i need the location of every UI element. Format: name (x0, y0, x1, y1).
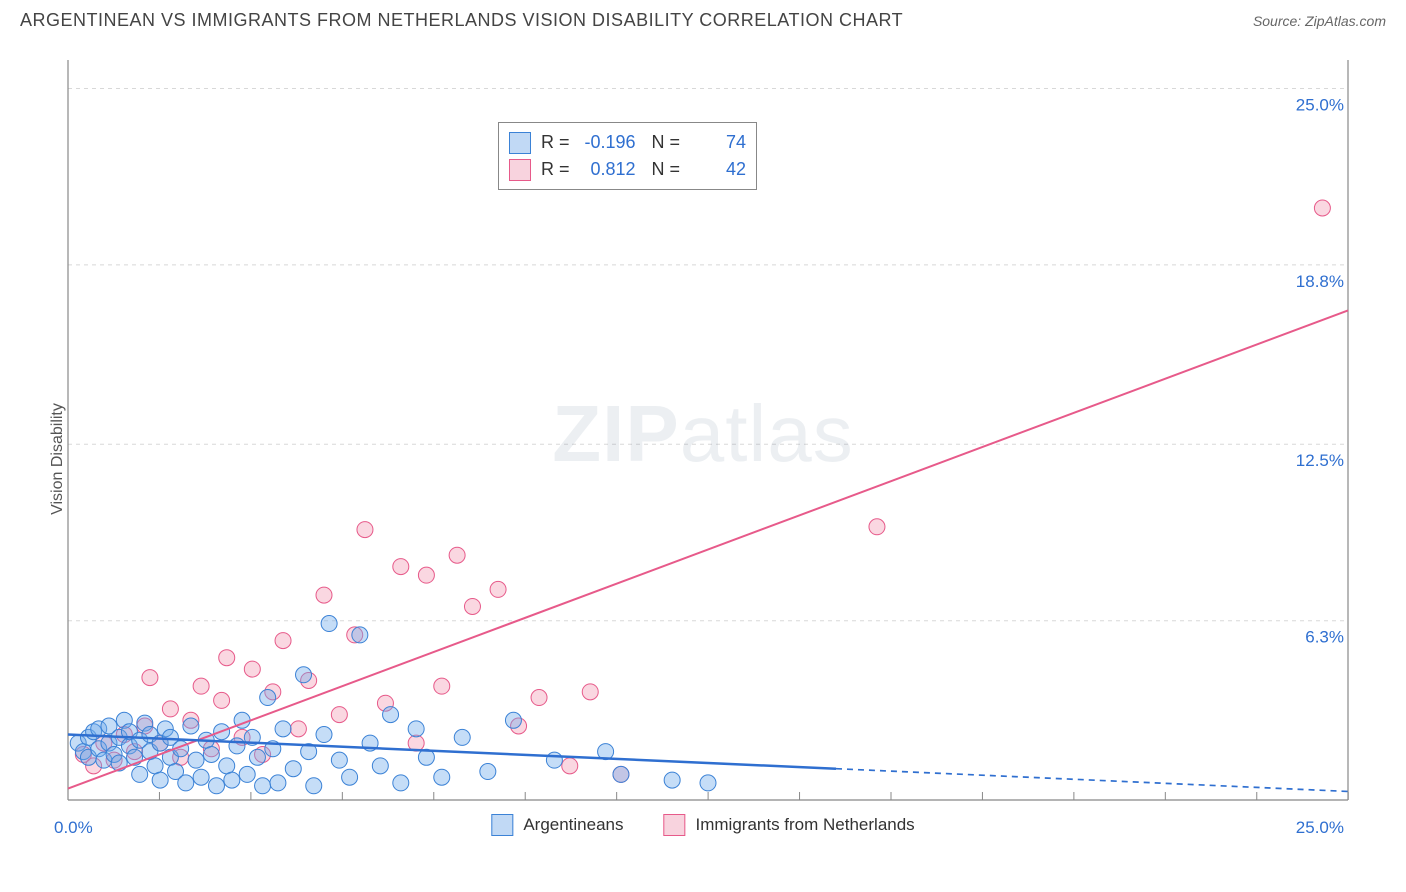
source-attribution: Source: ZipAtlas.com (1253, 13, 1386, 29)
swatch-pink-icon (664, 814, 686, 836)
stats-row-series1: R = -0.196 N = 74 (509, 129, 746, 156)
correlation-stats-box: R = -0.196 N = 74 R = 0.812 N = 42 (498, 122, 757, 190)
legend-item-2: Immigrants from Netherlands (664, 814, 915, 836)
x-axis-start-label: 0.0% (54, 818, 93, 838)
stats-row-series2: R = 0.812 N = 42 (509, 156, 746, 183)
chart-container: Vision Disability 6.3%12.5%18.8%25.0% ZI… (48, 60, 1358, 840)
series-legend: Argentineans Immigrants from Netherlands (491, 814, 914, 836)
y-axis-label: Vision Disability (49, 403, 67, 515)
svg-text:25.0%: 25.0% (1296, 95, 1344, 114)
svg-text:6.3%: 6.3% (1305, 628, 1344, 647)
swatch-blue-icon (509, 132, 531, 154)
svg-text:18.8%: 18.8% (1296, 272, 1344, 291)
x-axis-end-label: 25.0% (1296, 818, 1344, 838)
chart-title: ARGENTINEAN VS IMMIGRANTS FROM NETHERLAN… (20, 10, 903, 31)
swatch-blue-icon (491, 814, 513, 836)
svg-text:12.5%: 12.5% (1296, 451, 1344, 470)
swatch-pink-icon (509, 159, 531, 181)
legend-item-1: Argentineans (491, 814, 623, 836)
